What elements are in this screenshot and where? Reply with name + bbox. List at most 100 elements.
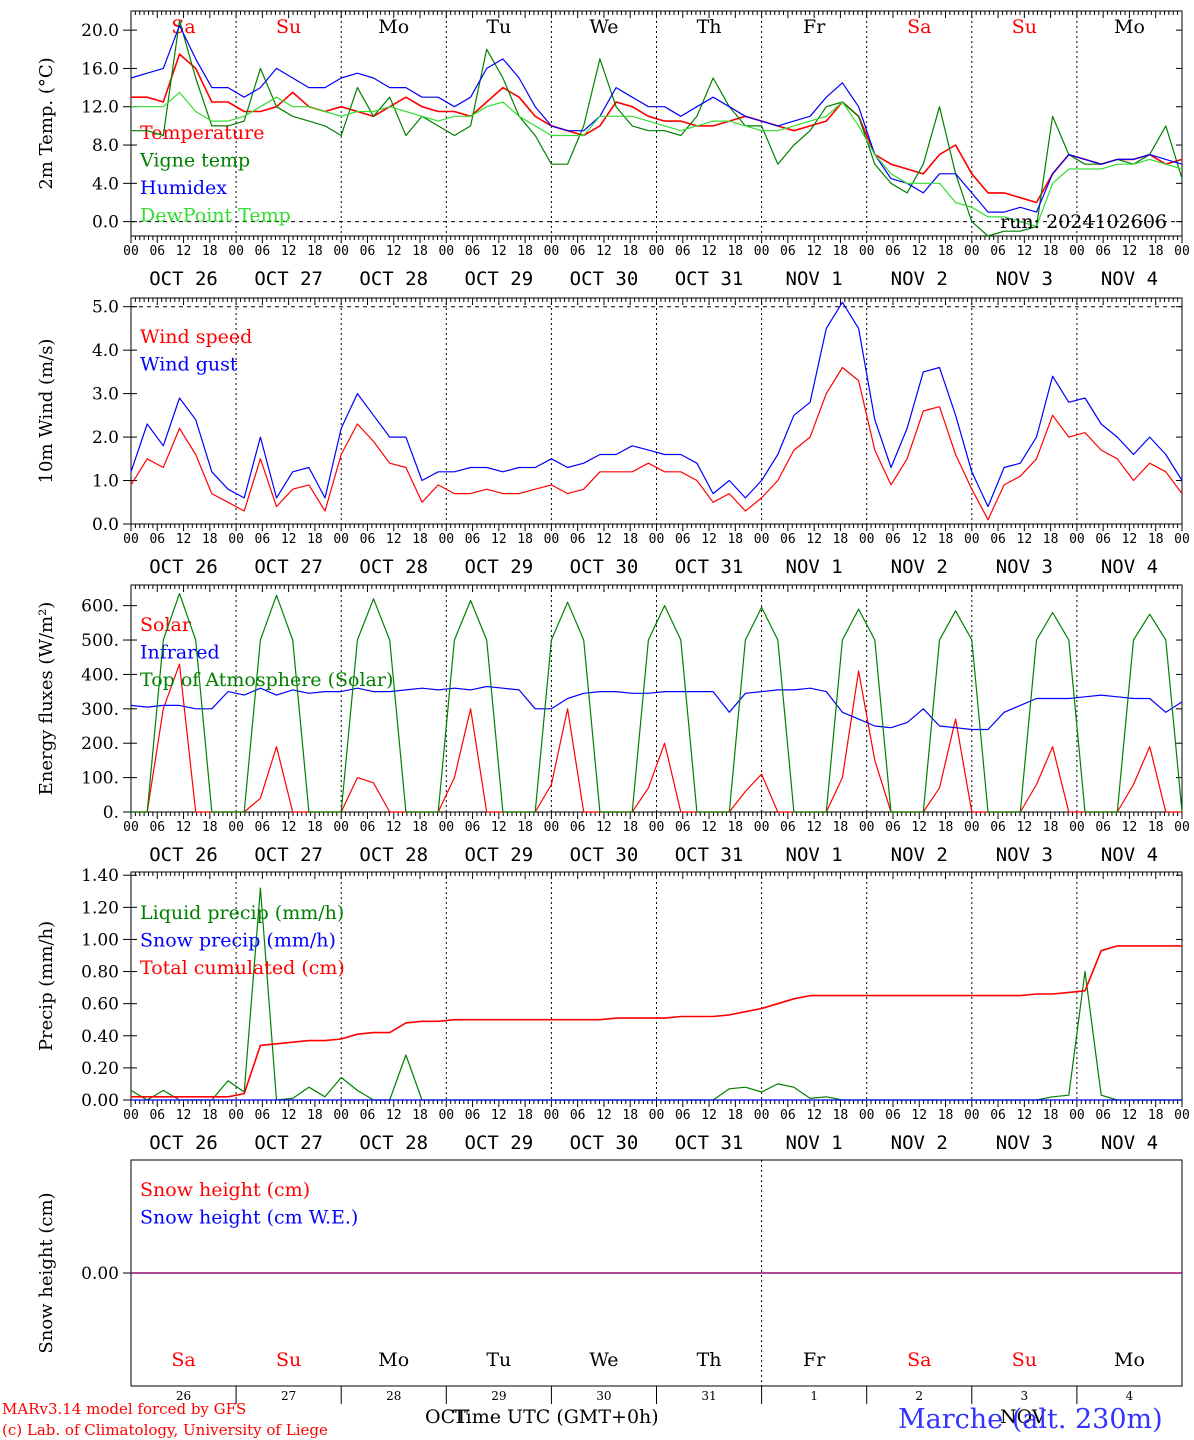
hour-label: 12 bbox=[491, 820, 507, 835]
y-tick-label: 20.0 bbox=[81, 21, 119, 41]
legend-entry: Temperature bbox=[140, 122, 264, 144]
hour-label: 00 bbox=[438, 1108, 454, 1123]
hour-label: 18 bbox=[412, 244, 428, 259]
hour-label: 18 bbox=[1148, 532, 1164, 547]
hour-label: 00 bbox=[649, 532, 665, 547]
panel-1: 0.0 1.0 2.0 3.0 4.0 5.0 10m Wind (m/s) 00 06 12 18… bbox=[36, 297, 1190, 578]
y-tick-label: 0.80 bbox=[81, 963, 119, 983]
series-line-total-cumulated-cm- bbox=[131, 945, 1182, 1098]
y-tick-label: 0.0 bbox=[92, 213, 119, 233]
hour-label: 18 bbox=[727, 532, 743, 547]
hour-label: 12 bbox=[806, 1108, 822, 1123]
day-name: Tu bbox=[486, 1349, 511, 1371]
date-label: NOV 1 bbox=[786, 556, 843, 578]
day-name: Su bbox=[276, 16, 301, 38]
series-line-temperature bbox=[131, 53, 1183, 204]
day-name: Mo bbox=[1114, 1349, 1145, 1371]
hour-label: 00 bbox=[544, 1108, 560, 1123]
date-label: OCT 29 bbox=[465, 1132, 534, 1154]
date-label: OCT 26 bbox=[149, 844, 218, 866]
hour-label: 18 bbox=[1148, 820, 1164, 835]
day-name: Fr bbox=[803, 1349, 826, 1371]
y-tick-label: 200. bbox=[81, 734, 119, 754]
hour-label: 00 bbox=[1069, 532, 1085, 547]
hour-label: 12 bbox=[176, 532, 192, 547]
legend-entry: Humidex bbox=[140, 177, 227, 199]
hour-label: 00 bbox=[1174, 1108, 1190, 1123]
hour-label: 00 bbox=[964, 244, 980, 259]
hour-label: 06 bbox=[1095, 244, 1111, 259]
day-name: Fr bbox=[803, 16, 826, 38]
day-number: 27 bbox=[281, 1389, 296, 1403]
date-label: NOV 4 bbox=[1101, 556, 1158, 578]
hour-label: 00 bbox=[964, 532, 980, 547]
hour-label: 06 bbox=[570, 532, 586, 547]
day-name: Su bbox=[1012, 16, 1037, 38]
y-tick-label: 1.0 bbox=[92, 472, 119, 492]
hour-label: 00 bbox=[333, 244, 349, 259]
hour-label: 06 bbox=[149, 820, 165, 835]
legend-entry: Infrared bbox=[140, 642, 220, 664]
hour-label: 00 bbox=[754, 1108, 770, 1123]
hour-label: 00 bbox=[649, 244, 665, 259]
hour-label: 12 bbox=[806, 820, 822, 835]
hour-label: 06 bbox=[990, 1108, 1006, 1123]
hour-label: 18 bbox=[938, 244, 954, 259]
hour-label: 12 bbox=[1017, 1108, 1033, 1123]
legend-entry: DewPoint Temp bbox=[140, 205, 291, 227]
hour-label: 18 bbox=[202, 244, 218, 259]
date-label: OCT 28 bbox=[359, 1132, 428, 1154]
hour-label: 06 bbox=[465, 820, 481, 835]
date-label: OCT 28 bbox=[359, 268, 428, 290]
y-tick-label: 500. bbox=[81, 631, 119, 651]
panel-2: 0. 100. 200. 300. 400. 500. 600. Energy fluxes … bbox=[36, 584, 1190, 866]
series-line-dewpoint-temp bbox=[131, 91, 1183, 227]
hour-label: 12 bbox=[281, 244, 297, 259]
hour-label: 00 bbox=[1174, 532, 1190, 547]
hour-label: 00 bbox=[649, 1108, 665, 1123]
hour-label: 18 bbox=[307, 820, 323, 835]
hour-label: 18 bbox=[833, 820, 849, 835]
hour-label: 06 bbox=[990, 820, 1006, 835]
hour-label: 12 bbox=[1017, 820, 1033, 835]
credit-line-2: (c) Lab. of Climatology, University of L… bbox=[2, 1421, 328, 1439]
legend-entry: Solar bbox=[140, 614, 192, 636]
date-label: OCT 26 bbox=[149, 556, 218, 578]
hour-label: 12 bbox=[176, 820, 192, 835]
hour-label: 00 bbox=[228, 1108, 244, 1123]
hour-label: 18 bbox=[1043, 1108, 1059, 1123]
hour-label: 06 bbox=[1095, 532, 1111, 547]
hour-label: 06 bbox=[780, 532, 796, 547]
date-label: NOV 4 bbox=[1101, 1132, 1158, 1154]
date-label: OCT 31 bbox=[675, 556, 744, 578]
hour-label: 00 bbox=[228, 532, 244, 547]
series-line-wind-speed bbox=[130, 366, 1183, 521]
hour-label: 18 bbox=[307, 1108, 323, 1123]
hour-label: 00 bbox=[123, 244, 139, 259]
hour-label: 18 bbox=[202, 532, 218, 547]
hour-label: 12 bbox=[701, 820, 717, 835]
date-label: OCT 26 bbox=[149, 1132, 218, 1154]
hour-label: 18 bbox=[727, 1108, 743, 1123]
day-number: 3 bbox=[1021, 1389, 1029, 1403]
hour-label: 00 bbox=[754, 532, 770, 547]
series-line-humidex bbox=[130, 24, 1183, 213]
panel-0: 0.0 4.0 8.0 12.0 16.0 20.0 2m Temp. (°C) 00 06 12… bbox=[36, 10, 1190, 290]
hour-label: 18 bbox=[517, 244, 533, 259]
day-name: Sa bbox=[907, 1349, 931, 1371]
date-label: NOV 2 bbox=[891, 844, 948, 866]
date-label: OCT 26 bbox=[149, 268, 218, 290]
day-number: 26 bbox=[176, 1389, 191, 1403]
x-axis-title: Time UTC (GMT+0h) bbox=[453, 1406, 659, 1428]
date-label: OCT 28 bbox=[359, 556, 428, 578]
hour-label: 00 bbox=[544, 820, 560, 835]
series-line-top-of-atmosphere-solar- bbox=[131, 592, 1183, 813]
date-label: OCT 31 bbox=[675, 1132, 744, 1154]
legend-entry: Top of Atmosphere (Solar) bbox=[140, 669, 393, 691]
y-tick-label: 2.0 bbox=[92, 428, 119, 448]
day-number: 28 bbox=[386, 1389, 401, 1403]
hour-label: 06 bbox=[465, 1108, 481, 1123]
hour-label: 00 bbox=[123, 1108, 139, 1123]
hour-label: 06 bbox=[255, 244, 271, 259]
series-line-vigne-temp bbox=[131, 20, 1183, 237]
